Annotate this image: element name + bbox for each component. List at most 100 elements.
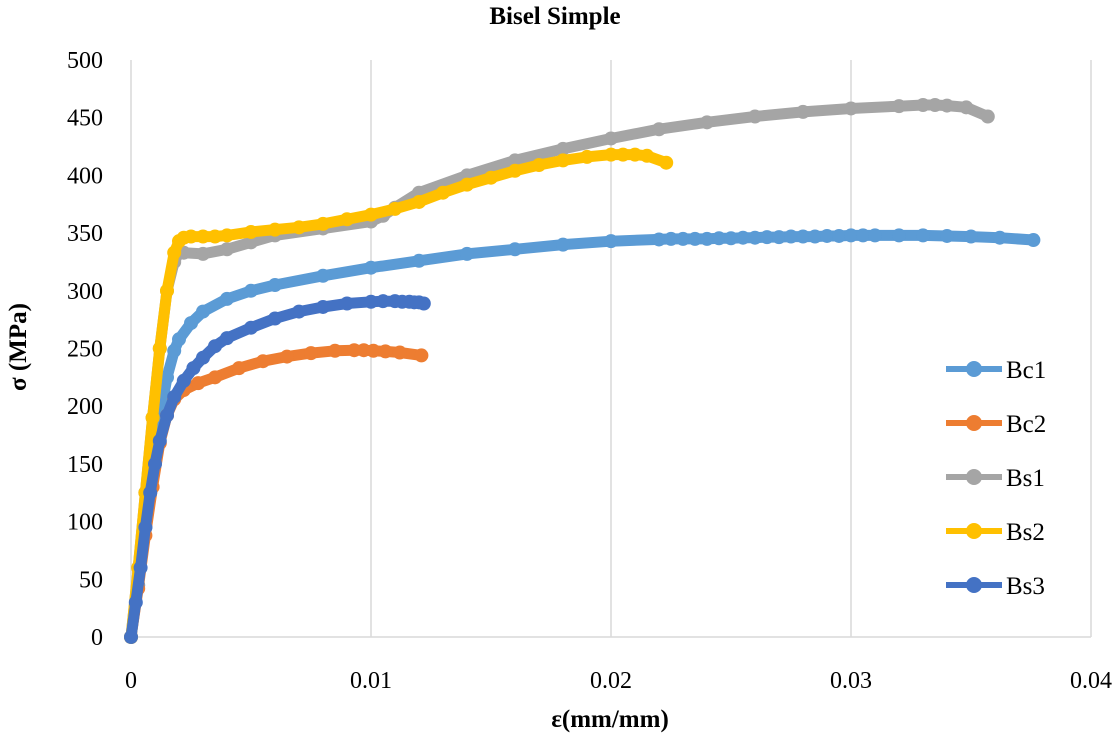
data-point (340, 212, 354, 227)
data-series (124, 98, 1041, 644)
y-tick-label: 500 (67, 48, 103, 74)
data-point (388, 201, 402, 216)
legend-item-bs1: Bs1 (946, 465, 1045, 492)
data-point (1026, 233, 1041, 248)
data-point (196, 246, 210, 261)
data-point (220, 242, 234, 257)
data-point (508, 242, 522, 257)
data-point (152, 341, 167, 356)
data-point (892, 99, 906, 114)
y-tick-label: 450 (67, 106, 103, 132)
legend-marker (966, 415, 982, 431)
data-point (184, 316, 198, 331)
series-line-bc1 (125, 229, 1039, 643)
data-point (556, 153, 570, 168)
x-tick-label: 0 (125, 668, 137, 694)
y-tick-label: 300 (67, 279, 103, 305)
data-point (172, 332, 186, 347)
data-point (292, 220, 306, 235)
data-point (832, 228, 846, 243)
data-point (688, 231, 702, 246)
data-point (124, 630, 138, 644)
legend-label: Bs3 (1006, 573, 1045, 600)
data-point (208, 370, 222, 385)
data-point (820, 228, 834, 243)
y-tick-label: 350 (67, 221, 103, 247)
data-point (964, 229, 978, 244)
data-point (412, 194, 426, 209)
data-point (616, 147, 630, 162)
data-point (412, 253, 426, 268)
data-point (208, 339, 222, 354)
data-point (328, 343, 342, 358)
data-point (244, 283, 258, 298)
data-point (220, 331, 234, 346)
data-point (796, 104, 810, 119)
data-point (196, 350, 210, 365)
data-point (748, 230, 762, 245)
data-point (392, 345, 407, 360)
data-point (659, 155, 674, 170)
data-point (640, 148, 654, 163)
data-point (436, 185, 450, 200)
data-point (304, 346, 318, 361)
x-tick-label: 0.01 (350, 668, 392, 694)
data-point (604, 234, 618, 249)
legend-label: Bs1 (1006, 465, 1045, 492)
data-point (980, 109, 995, 124)
data-point (772, 230, 786, 245)
series-line-bs2 (125, 149, 672, 643)
data-point (700, 115, 714, 130)
data-point (652, 122, 666, 137)
data-point (244, 320, 258, 335)
x-tick-label: 0.02 (590, 668, 632, 694)
data-point (160, 283, 174, 298)
data-point (700, 231, 714, 246)
data-point (928, 98, 942, 113)
data-point (208, 229, 222, 244)
data-point (508, 163, 522, 178)
data-point (724, 231, 738, 246)
data-point (676, 231, 690, 246)
data-point (604, 147, 618, 162)
legend-item-bc2: Bc2 (946, 411, 1046, 438)
y-tick-label: 200 (67, 394, 103, 420)
legend-marker (966, 577, 982, 593)
data-point (148, 456, 162, 471)
data-point (167, 389, 182, 404)
data-point (460, 246, 474, 261)
data-point (347, 343, 362, 358)
data-point (191, 376, 206, 391)
data-point (184, 229, 198, 244)
data-point (292, 304, 306, 319)
data-point (844, 101, 858, 116)
data-point (268, 278, 282, 293)
data-point (844, 228, 858, 243)
legend-label: Bc2 (1006, 411, 1046, 438)
data-point (196, 304, 210, 319)
data-point (268, 222, 282, 237)
legend-marker (966, 523, 982, 539)
data-point (992, 230, 1007, 245)
data-point (628, 147, 642, 162)
data-point (784, 229, 798, 244)
series-bs1 (124, 98, 995, 644)
series-bs2 (124, 147, 674, 644)
data-point (364, 294, 378, 309)
data-point (376, 294, 390, 309)
legend-marker (966, 469, 982, 485)
data-point (916, 98, 930, 113)
data-point (868, 228, 882, 243)
chart-title: Bisel Simple (489, 3, 620, 30)
data-point (652, 232, 666, 247)
data-point (916, 228, 930, 243)
y-tick-label: 250 (67, 337, 103, 363)
data-point (145, 410, 160, 425)
legend-label: Bs2 (1006, 519, 1045, 546)
data-point (366, 343, 381, 358)
data-point (196, 229, 210, 244)
data-point (128, 595, 143, 610)
y-tick-label: 0 (91, 625, 103, 651)
data-point (244, 235, 258, 250)
legend: Bc1 Bc2 Bs1 Bs2 Bs3 (946, 357, 1046, 600)
